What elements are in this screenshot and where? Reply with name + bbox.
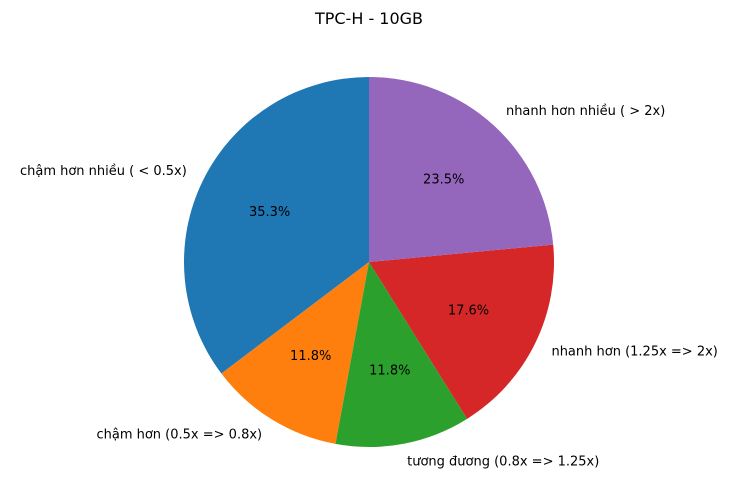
slice-label-3: tương đương (0.8x => 1.25x) xyxy=(407,454,599,469)
slice-percent-1: 35.3% xyxy=(249,205,290,220)
pie-slice-3 xyxy=(335,262,468,447)
slice-label-5: nhanh hơn nhiều ( > 2x) xyxy=(506,104,665,119)
slice-percent-3: 11.8% xyxy=(369,364,410,379)
chart-title: TPC-H - 10GB xyxy=(314,9,423,28)
slice-label-4: nhanh hơn (1.25x => 2x) xyxy=(551,345,717,360)
slice-label-2: chậm hơn (0.5x => 0.8x) xyxy=(96,428,262,443)
pie-slice-5 xyxy=(369,77,554,262)
slice-percent-2: 11.8% xyxy=(290,349,331,364)
pie-slice-2 xyxy=(221,262,369,444)
pie-slice-1 xyxy=(183,77,369,374)
slice-percent-5: 23.5% xyxy=(423,172,464,187)
slice-label-1: chậm hơn nhiều ( < 0.5x) xyxy=(20,164,187,179)
pie-slice-4 xyxy=(369,244,554,419)
slice-percent-4: 17.6% xyxy=(448,304,489,319)
